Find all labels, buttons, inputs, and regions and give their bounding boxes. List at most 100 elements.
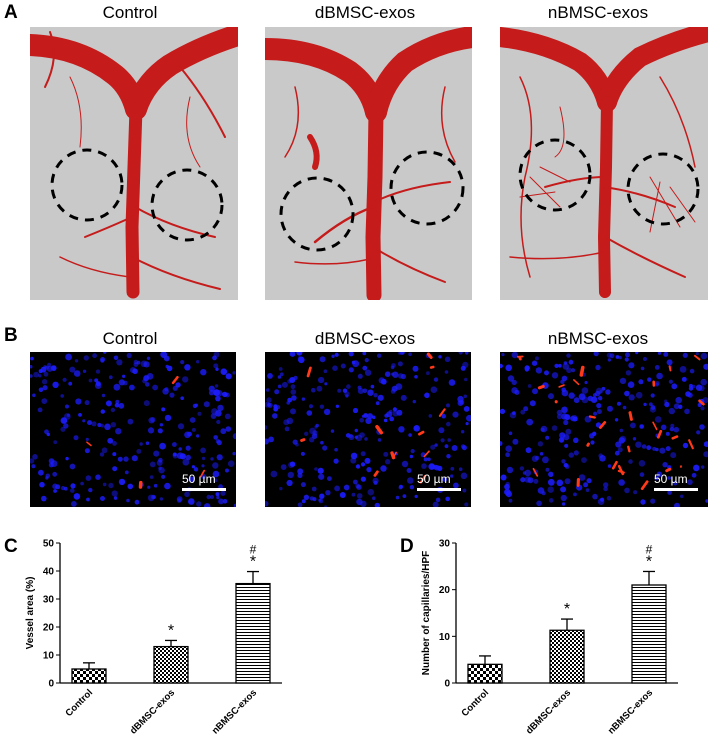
nucleus-dot	[88, 487, 93, 493]
scale-bar-label: 50 µm	[417, 472, 451, 486]
capillary-mark	[599, 421, 607, 429]
nucleus-dot	[116, 359, 123, 366]
nucleus-dot	[398, 426, 405, 433]
nucleus-dot	[110, 422, 117, 428]
nucleus-dot	[695, 384, 703, 391]
nucleus-dot	[524, 469, 532, 477]
nucleus-dot	[563, 361, 568, 365]
vessel-image-control	[30, 27, 238, 300]
nucleus-dot	[700, 378, 707, 386]
nucleus-dot	[277, 384, 282, 389]
nucleus-dot	[151, 494, 156, 500]
scale-bar	[417, 488, 461, 491]
nucleus-dot	[306, 410, 313, 416]
nucleus-dot	[590, 440, 595, 445]
nucleus-dot	[38, 387, 44, 393]
nucleus-dot	[687, 392, 693, 398]
nucleus-dot	[428, 414, 433, 418]
nucleus-dot	[32, 454, 38, 460]
nucleus-dot	[444, 356, 451, 363]
y-tick-label: 30	[439, 539, 451, 550]
fluorescence-image-control: 50 µm	[30, 352, 236, 507]
nucleus-dot	[390, 365, 395, 370]
nucleus-dot	[573, 397, 580, 404]
nucleus-dot	[300, 451, 305, 456]
nucleus-dot	[568, 392, 575, 399]
nucleus-dot	[129, 384, 135, 391]
nucleus-dot	[360, 500, 367, 507]
nucleus-dot	[108, 375, 113, 380]
nucleus-dot	[607, 358, 612, 362]
nucleus-dot	[70, 483, 76, 489]
nucleus-dot	[700, 352, 708, 360]
panel-label-a: A	[4, 2, 18, 23]
nucleus-dot	[43, 365, 47, 369]
capillary-mark	[665, 467, 672, 473]
nucleus-dot	[208, 385, 215, 392]
capillary-mark	[628, 411, 633, 421]
nucleus-dot	[159, 423, 164, 427]
nucleus-dot	[462, 488, 467, 493]
nucleus-dot	[593, 411, 598, 416]
nucleus-dot	[409, 454, 414, 459]
nucleus-dot	[200, 369, 207, 376]
nucleus-dot	[464, 502, 469, 507]
nucleus-dot	[446, 454, 451, 459]
nucleus-dot	[215, 439, 221, 444]
nucleus-dot	[290, 384, 296, 390]
nucleus-dot	[110, 407, 116, 413]
nucleus-dot	[377, 353, 382, 358]
nucleus-dot	[526, 418, 534, 426]
nucleus-dot	[286, 479, 293, 487]
nucleus-dot	[60, 417, 68, 424]
capillary-mark	[200, 469, 206, 478]
nucleus-dot	[655, 382, 659, 387]
nucleus-dot	[547, 478, 555, 486]
nucleus-dot	[265, 438, 269, 445]
nucleus-dot	[430, 444, 436, 450]
panel-a-title-control: Control	[102, 3, 158, 22]
nucleus-dot	[187, 431, 193, 437]
nucleus-dot	[408, 433, 412, 437]
nucleus-dot	[689, 368, 695, 374]
nucleus-dot	[196, 434, 200, 438]
nucleus-dot	[434, 443, 438, 447]
nucleus-dot	[213, 478, 218, 483]
nucleus-dot	[445, 496, 450, 502]
capillary-mark	[693, 354, 701, 361]
nucleus-dot	[300, 482, 306, 488]
nucleus-dot	[563, 463, 568, 468]
nucleus-dot	[176, 496, 183, 502]
capillary-mark	[86, 441, 92, 447]
nucleus-dot	[535, 367, 543, 374]
nucleus-dot	[134, 499, 140, 505]
nucleus-dot	[625, 352, 630, 358]
nucleus-dot	[438, 427, 445, 434]
nucleus-dot	[511, 352, 518, 359]
nucleus-dot	[149, 475, 154, 479]
nucleus-dot	[232, 371, 236, 375]
nucleus-dot	[525, 447, 532, 454]
nucleus-dot	[643, 357, 647, 361]
nucleus-dot	[52, 381, 59, 388]
nucleus-dot	[78, 413, 82, 417]
nucleus-dot	[448, 379, 456, 386]
nucleus-dot	[290, 408, 296, 415]
nucleus-dot	[675, 396, 682, 404]
nucleus-dot	[304, 431, 309, 436]
nucleus-dot	[389, 416, 395, 422]
nucleus-dot	[649, 402, 653, 407]
nucleus-dot	[544, 370, 549, 376]
nucleus-dot	[95, 474, 101, 480]
nucleus-dot	[345, 433, 351, 438]
nucleus-dot	[551, 425, 558, 431]
nucleus-dot	[127, 483, 134, 490]
nucleus-dot	[217, 404, 224, 412]
capillary-mark	[418, 430, 425, 436]
nucleus-dot	[524, 365, 530, 371]
nucleus-dot	[463, 394, 468, 399]
nucleus-dot	[451, 445, 458, 451]
nucleus-dot	[75, 398, 82, 405]
nucleus-dot	[147, 485, 151, 489]
nucleus-dot	[172, 452, 177, 457]
